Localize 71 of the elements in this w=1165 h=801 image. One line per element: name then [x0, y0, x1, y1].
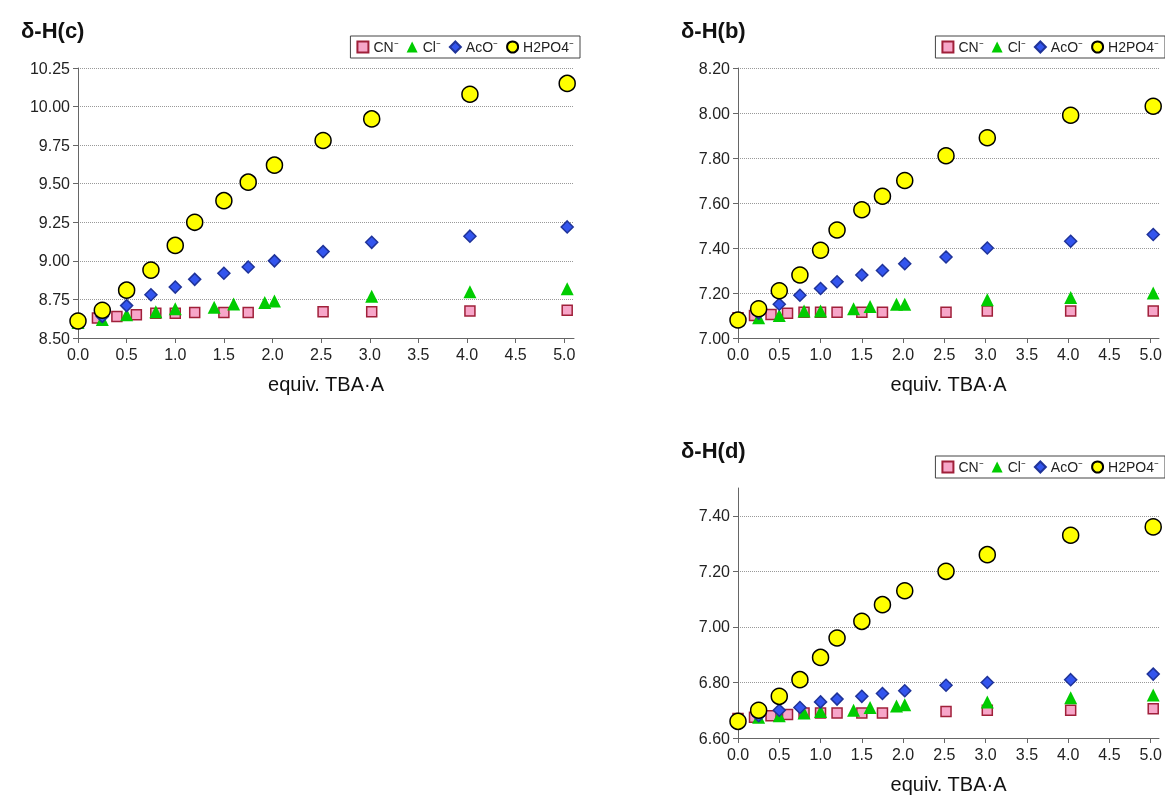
x-tick-label: 2.5 — [933, 345, 956, 363]
legend-label: AcO⁻ — [1050, 459, 1084, 475]
y-tick-label: 9.50 — [38, 175, 71, 193]
x-tick-label: 2.5 — [933, 745, 956, 763]
y-tick-label: 10.25 — [29, 59, 71, 77]
x-tick-label: 2.0 — [891, 745, 915, 763]
y-tick-label: 7.00 — [698, 618, 731, 636]
chart-title: δ-H(b) — [681, 17, 746, 43]
y-tick-label: 7.60 — [698, 194, 731, 212]
x-axis-title: equiv. TBA·A — [268, 373, 385, 395]
legend-label: H2PO4⁻ — [1108, 39, 1160, 55]
legend-label: CN⁻ — [958, 459, 984, 475]
x-tick-label: 0.0 — [726, 745, 750, 763]
y-tick-label: 7.20 — [698, 284, 731, 302]
x-tick-label: 3.0 — [974, 345, 997, 363]
y-tick-label: 6.80 — [698, 673, 731, 691]
x-tick-label: 2.5 — [310, 345, 333, 363]
x-tick-label: 0.0 — [726, 345, 750, 363]
y-tick-label: 8.75 — [38, 290, 71, 308]
legend-label: Cl⁻ — [1007, 459, 1026, 475]
x-tick-label: 2.0 — [261, 345, 284, 363]
x-tick-label: 0.0 — [66, 345, 90, 363]
x-tick-label: 1.0 — [809, 745, 832, 763]
x-tick-label: 1.5 — [212, 345, 236, 363]
chart-title: δ-H(c) — [21, 17, 85, 43]
legend-label: AcO⁻ — [465, 39, 499, 55]
y-tick-label: 8.50 — [38, 329, 71, 347]
y-tick-label: 7.80 — [698, 149, 731, 167]
x-tick-label: 1.0 — [164, 345, 187, 363]
y-tick-label: 7.00 — [698, 329, 731, 347]
x-tick-label: 0.5 — [115, 345, 138, 363]
x-tick-label: 3.5 — [1015, 345, 1039, 363]
x-tick-label: 3.5 — [1015, 745, 1039, 763]
legend-label: H2PO4⁻ — [1108, 459, 1160, 475]
y-tick-label: 8.20 — [698, 59, 731, 77]
x-tick-label: 5.0 — [553, 345, 576, 363]
y-tick-label: 7.40 — [698, 507, 731, 525]
x-tick-label: 1.5 — [850, 345, 874, 363]
legend-label: AcO⁻ — [1050, 39, 1084, 55]
y-tick-label: 9.00 — [38, 252, 71, 270]
x-tick-label: 0.5 — [768, 345, 791, 363]
legend-label: H2PO4⁻ — [523, 39, 575, 55]
legend-label: CN⁻ — [958, 39, 984, 55]
y-tick-label: 6.60 — [698, 729, 731, 747]
x-tick-label: 3.0 — [358, 345, 381, 363]
y-tick-label: 9.75 — [38, 136, 71, 154]
chart-title: δ-H(d) — [681, 437, 746, 463]
y-tick-label: 7.20 — [698, 562, 731, 580]
x-tick-label: 3.5 — [407, 345, 430, 363]
x-tick-label: 4.0 — [455, 345, 479, 363]
x-tick-label: 5.0 — [1139, 745, 1162, 763]
y-tick-label: 9.25 — [38, 213, 71, 231]
x-tick-label: 4.5 — [1098, 345, 1121, 363]
x-tick-label: 0.5 — [768, 745, 791, 763]
x-tick-label: 1.0 — [809, 345, 832, 363]
x-tick-label: 5.0 — [1139, 345, 1162, 363]
legend-label: Cl⁻ — [422, 39, 441, 55]
x-tick-label: 1.5 — [850, 745, 874, 763]
legend-label: CN⁻ — [373, 39, 399, 55]
x-tick-label: 4.5 — [504, 345, 527, 363]
y-tick-label: 8.00 — [698, 104, 731, 122]
x-tick-label: 4.0 — [1057, 345, 1080, 363]
x-axis-title: equiv. TBA·A — [890, 373, 1008, 395]
y-tick-label: 10.00 — [29, 98, 71, 116]
x-tick-label: 4.5 — [1098, 745, 1121, 763]
x-tick-label: 2.0 — [891, 345, 915, 363]
x-tick-label: 4.0 — [1057, 745, 1080, 763]
x-tick-label: 3.0 — [974, 745, 997, 763]
y-tick-label: 7.40 — [698, 239, 731, 257]
legend-label: Cl⁻ — [1007, 39, 1026, 55]
x-axis-title: equiv. TBA·A — [890, 773, 1008, 795]
